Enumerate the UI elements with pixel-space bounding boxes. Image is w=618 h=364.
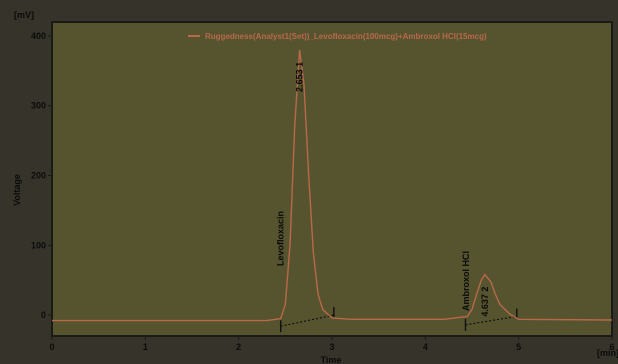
y-axis-label: Voltage (12, 174, 22, 206)
peak-compound-name: Ambroxol HCl (461, 251, 471, 311)
peak-labels: 2.653 1 Levofloxacin 4.637 2 Ambroxol HCl (276, 62, 490, 317)
x-tick-label: 3 (329, 342, 334, 352)
legend: Ruggedness(Analyst1(Set))_Levofloxacin(1… (188, 32, 487, 41)
x-tick-label: 5 (516, 342, 521, 352)
x-tick-label: 1 (143, 342, 148, 352)
chromatogram-trace (52, 49, 613, 322)
plot-area (51, 21, 613, 337)
x-axis-ticks: 0 1 2 3 4 5 6 (49, 336, 615, 352)
peak-retention-time: 2.653 1 (295, 62, 305, 92)
integration-baseline (280, 314, 334, 327)
y-axis-ticks: 0 100 200 300 400 (31, 31, 52, 320)
integration-baseline (465, 315, 517, 326)
x-tick-label: 6 (609, 342, 614, 352)
integration-baselines (279, 307, 518, 333)
x-axis-label: Time (321, 355, 342, 364)
legend-entry: Ruggedness(Analyst1(Set))_Levofloxacin(1… (205, 32, 487, 41)
peak-compound-name: Levofloxacin (276, 211, 286, 266)
y-tick-label: 400 (31, 31, 46, 41)
x-axis-unit: [min] (597, 348, 618, 358)
x-tick-label: 0 (49, 342, 54, 352)
y-axis-unit: [mV] (14, 10, 34, 20)
peak-retention-time: 4.637 2 (480, 287, 490, 317)
y-tick-label: 100 (31, 240, 46, 250)
y-tick-label: 200 (31, 171, 46, 181)
y-tick-label: 300 (31, 101, 46, 111)
x-tick-label: 2 (236, 342, 241, 352)
x-tick-label: 4 (423, 342, 428, 352)
y-tick-label: 0 (41, 310, 46, 320)
